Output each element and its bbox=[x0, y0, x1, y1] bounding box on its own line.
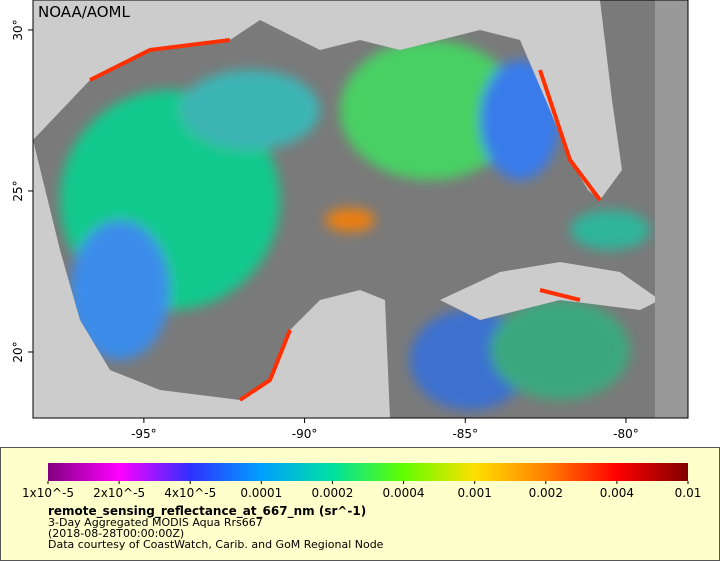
data-field bbox=[60, 40, 650, 410]
legend-line: 3-Day Aggregated MODIS Aqua Rrs667 bbox=[48, 516, 263, 529]
legend-line: (2018-08-28T00:00:00Z) bbox=[48, 527, 184, 540]
colorbar-label: 0.0001 bbox=[240, 486, 282, 500]
colorbar-label: 4x10^-5 bbox=[164, 486, 216, 500]
x-tick-label: -90° bbox=[292, 427, 318, 441]
land-north bbox=[33, 0, 622, 200]
coastal-high bbox=[89, 38, 602, 402]
y-tick-label: 30° bbox=[11, 19, 25, 40]
map-frame bbox=[32, 0, 689, 419]
colorbar-label: 0.0002 bbox=[311, 486, 353, 500]
colorbar-label: 0.001 bbox=[457, 486, 491, 500]
colorbar-label: 0.002 bbox=[529, 486, 563, 500]
no-data bbox=[655, 0, 688, 418]
colorbar-label: 2x10^-5 bbox=[93, 486, 145, 500]
colorbar-label: 1x10^-5 bbox=[22, 486, 74, 500]
map: NOAA/AOML bbox=[33, 0, 688, 418]
colorbar bbox=[48, 463, 688, 481]
y-tick-label: 20° bbox=[11, 341, 25, 362]
land-mexico bbox=[33, 140, 390, 418]
x-tick-label: -85° bbox=[452, 427, 478, 441]
credit: NOAA/AOML bbox=[38, 3, 131, 21]
x-tick-label: -95° bbox=[131, 427, 157, 441]
x-tick-label: -80° bbox=[613, 427, 639, 441]
legend-title: remote_sensing_reflectance_at_667_nm (sr… bbox=[48, 504, 366, 519]
colorbar-label: 0.0004 bbox=[383, 486, 425, 500]
legend-line: Data courtesy of CoastWatch, Carib. and … bbox=[48, 538, 384, 551]
y-tick-label: 25° bbox=[11, 180, 25, 201]
colorbar-label: 0.01 bbox=[675, 486, 702, 500]
colorbar-label: 0.004 bbox=[600, 486, 634, 500]
